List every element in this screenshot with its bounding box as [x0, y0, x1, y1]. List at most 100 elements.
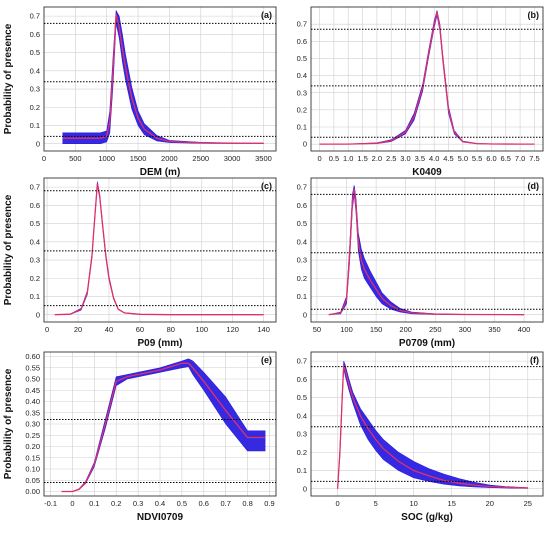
x-tick-label: 400 [518, 325, 531, 334]
plot-frame [43, 6, 277, 152]
x-tick-label: 7.5 [529, 154, 539, 163]
x-tick-label: 6.0 [486, 154, 496, 163]
y-tick-label: 0.2 [30, 274, 40, 283]
x-tick-label: 7.0 [515, 154, 525, 163]
y-tick-label: 0.45 [25, 386, 40, 395]
y-tick-label: 0.2 [297, 448, 307, 457]
x-tick-label: 10 [410, 499, 418, 508]
y-tick-label: 0.6 [30, 30, 40, 39]
y-tick-label: 0.6 [297, 201, 307, 210]
x-tick-label: 500 [69, 154, 82, 163]
y-tick-label: 0.6 [30, 201, 40, 210]
x-tick-label: 4.5 [443, 154, 453, 163]
x-tick-label: 1.0 [343, 154, 353, 163]
y-tick-label: 0.6 [297, 375, 307, 384]
x-tick-label: 20 [74, 325, 82, 334]
y-tick-label: 0.1 [297, 123, 307, 132]
y-tick-label: 0 [303, 310, 307, 319]
y-tick-label: 0.3 [297, 88, 307, 97]
y-tick-label: 0.5 [30, 48, 40, 57]
y-tick-label: 0.40 [25, 397, 40, 406]
x-tick-label: 0 [45, 325, 49, 334]
chart-panel-f: 0 0.1 0.2 0.3 0.4 0.5 0.6 0.7 0 5 10 15 20 25 SOC (g/k… [297, 351, 544, 523]
y-tick-label: 0 [36, 310, 40, 319]
x-axis-title: P0709 (mm) [399, 338, 455, 349]
y-tick-label: 0.00 [25, 487, 40, 496]
y-tick-label: 0.55 [25, 363, 40, 372]
y-tick-label: 0.30 [25, 420, 40, 429]
confidence-band [61, 358, 266, 492]
y-tick-label: 0.7 [297, 357, 307, 366]
x-tick-label: 5 [374, 499, 378, 508]
x-axis-title: P09 (mm) [137, 338, 182, 349]
x-axis-title: DEM (m) [140, 167, 181, 178]
y-tick-label: 0.6 [297, 37, 307, 46]
x-tick-label: 6.5 [501, 154, 511, 163]
y-tick-label: 0.2 [30, 103, 40, 112]
x-tick-label: 15 [448, 499, 456, 508]
y-tick-label: 0.60 [25, 352, 40, 361]
x-tick-label: 50 [313, 325, 321, 334]
x-tick-label: 2.0 [372, 154, 382, 163]
x-tick-label: 350 [488, 325, 501, 334]
panel-label: (b) [528, 10, 540, 20]
panel-label: (c) [261, 181, 272, 191]
mean-response-line [328, 188, 525, 316]
x-tick-label: 140 [257, 325, 270, 334]
y-tick-label: 0.20 [25, 442, 40, 451]
x-tick-label: 0.1 [89, 499, 99, 508]
y-tick-label: 0.2 [297, 105, 307, 114]
panel-label: (d) [528, 181, 540, 191]
x-tick-label: 100 [196, 325, 209, 334]
y-tick-label: 0.3 [297, 430, 307, 439]
y-tick-label: 0 [303, 484, 307, 493]
y-tick-label: 0.5 [30, 219, 40, 228]
x-tick-label: 1500 [130, 154, 147, 163]
y-tick-label: 0.50 [25, 375, 40, 384]
chart-panel-d: 0 0.1 0.2 0.3 0.4 0.5 0.6 0.7 50 100 150 200 250 300 3… [297, 177, 544, 349]
y-tick-label: 0.4 [297, 237, 307, 246]
panel-label: (f) [530, 355, 539, 365]
x-tick-label: 80 [167, 325, 175, 334]
y-tick-label: 0.3 [30, 256, 40, 265]
x-tick-label: 3000 [224, 154, 241, 163]
x-tick-label: 0 [336, 499, 340, 508]
y-tick-label: 0.1 [297, 466, 307, 475]
y-tick-label: 0.15 [25, 453, 40, 462]
x-tick-label: 0 [70, 499, 74, 508]
confidence-band [62, 9, 264, 144]
y-tick-label: 0 [36, 139, 40, 148]
confidence-band [328, 185, 525, 315]
y-tick-label: 0.4 [30, 66, 40, 75]
y-tick-label: 0 [303, 140, 307, 149]
y-tick-label: 0.05 [25, 476, 40, 485]
mean-response-line [319, 11, 535, 145]
plot-frame [43, 351, 277, 497]
x-tick-label: 5.0 [458, 154, 468, 163]
x-tick-label: 1.5 [357, 154, 367, 163]
y-tick-label: 0.7 [30, 183, 40, 192]
x-tick-label: -0.1 [44, 499, 57, 508]
x-tick-label: 5.5 [472, 154, 482, 163]
plot-frame [43, 177, 277, 323]
x-tick-label: 3.5 [415, 154, 425, 163]
x-tick-label: 200 [399, 325, 412, 334]
y-axis-title: Probability of presence [3, 194, 14, 305]
panel-label: (e) [261, 355, 272, 365]
x-tick-label: 0.6 [199, 499, 209, 508]
x-tick-label: 3500 [255, 154, 272, 163]
x-tick-label: 60 [136, 325, 144, 334]
x-tick-label: 3.0 [400, 154, 410, 163]
x-tick-label: 100 [340, 325, 353, 334]
chart-panel-e: 0.000.050.100.150.200.250.300.350.400.45… [3, 351, 277, 523]
x-tick-label: 0.5 [177, 499, 187, 508]
chart-panel-a: 0 0.1 0.2 0.3 0.4 0.5 0.6 0.7 0 500 1000 1500 2000 25… [3, 6, 277, 178]
x-tick-label: 0.3 [133, 499, 143, 508]
y-tick-label: 0.1 [297, 292, 307, 301]
y-tick-label: 0.4 [30, 237, 40, 246]
y-tick-label: 0.7 [30, 12, 40, 21]
x-axis-title: K0409 [412, 167, 442, 178]
y-axis-title: Probability of presence [3, 368, 14, 479]
x-tick-label: 25 [524, 499, 532, 508]
